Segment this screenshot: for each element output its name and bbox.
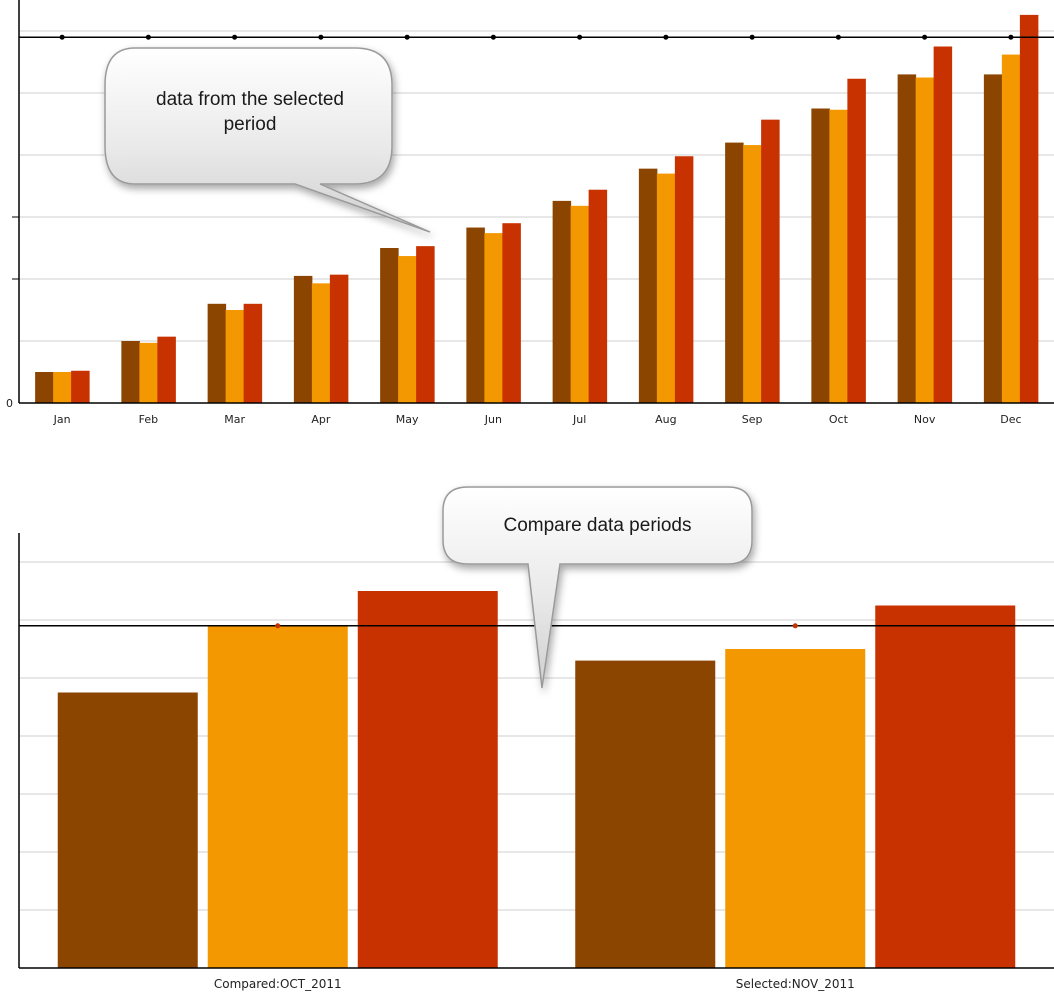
- x-tick-label: Mar: [224, 413, 245, 426]
- x-tick-label: Compared:OCT_2011: [214, 977, 342, 991]
- reference-marker: [835, 34, 841, 40]
- bar-feb-s2: [139, 342, 158, 403]
- comparison-bar-2-s2: [725, 649, 866, 968]
- reference-marker: [663, 34, 669, 40]
- reference-marker: [490, 34, 496, 40]
- callout-shape: [442, 486, 753, 689]
- x-tick-label: Jan: [53, 413, 71, 426]
- period-comparison-chart: Compared:OCT_2011 Selected:NOV_2011: [18, 533, 1054, 991]
- chart2-bars: [57, 591, 1016, 968]
- selected-period-callout-text: data from the selected period: [156, 89, 344, 135]
- bar-sep-s2: [743, 145, 762, 403]
- x-tick-label: Jun: [484, 413, 502, 426]
- x-tick-label: Apr: [311, 413, 331, 426]
- bar-jan-s2: [53, 372, 72, 403]
- bar-jun-s1: [466, 227, 485, 403]
- bar-nov-s3: [933, 46, 953, 403]
- callout-shape: [104, 47, 431, 233]
- compare-periods-callout-text: Compare data periods: [503, 515, 692, 536]
- reference-marker: [792, 623, 798, 629]
- bar-aug-s2: [656, 173, 676, 403]
- y-tick-label: 0: [6, 397, 13, 410]
- x-tick-label: Feb: [139, 413, 158, 426]
- bar-jul-s1: [552, 200, 572, 403]
- bar-apr-s2: [311, 283, 331, 403]
- bar-apr-s1: [293, 275, 313, 403]
- bar-oct-s3: [847, 78, 866, 404]
- bar-nov-s1: [897, 74, 917, 404]
- reference-marker: [1008, 34, 1014, 40]
- reference-marker: [59, 34, 65, 40]
- x-tick-label: Sep: [742, 413, 763, 426]
- reference-marker: [922, 34, 928, 40]
- selected-period-callout: [104, 47, 431, 233]
- comparison-bar-1-s2: [207, 625, 348, 968]
- bar-dec-s2: [1001, 54, 1021, 404]
- bar-sep-s3: [761, 119, 780, 403]
- chart1-reference-line: [19, 34, 1054, 40]
- bar-dec-s1: [983, 74, 1003, 404]
- x-tick-label: Oct: [829, 413, 849, 426]
- reference-marker: [275, 623, 281, 629]
- bar-jun-s2: [484, 233, 503, 403]
- reference-marker: [749, 34, 755, 40]
- bar-mar-s2: [225, 310, 245, 403]
- bar-dec-s3: [1019, 14, 1039, 403]
- bar-jan-s1: [35, 372, 54, 403]
- bar-may-s2: [398, 256, 417, 403]
- x-tick-label: Dec: [1000, 413, 1021, 426]
- x-tick-label: Jul: [572, 413, 586, 426]
- bar-oct-s1: [811, 108, 830, 403]
- reference-marker: [318, 34, 324, 40]
- bar-sep-s1: [725, 142, 744, 403]
- chart1-bars: [35, 14, 1039, 404]
- bar-mar-s3: [243, 303, 263, 403]
- reference-marker: [145, 34, 151, 40]
- chart1-x-tick-labels: Jan Feb Mar Apr May Jun Jul Aug Sep Oct Nov Dec: [53, 413, 1022, 426]
- chart2-x-tick-labels: Compared:OCT_2011 Selected:NOV_2011: [214, 977, 855, 991]
- reference-marker: [577, 34, 583, 40]
- monthly-bar-chart: 0 Jan Feb Mar Apr May Jun Jul Aug Sep Oct Nov Dec: [6, 0, 1054, 426]
- bar-jun-s3: [502, 223, 521, 403]
- comparison-bar-2-s1: [575, 660, 716, 968]
- bar-aug-s1: [638, 168, 658, 403]
- bar-jan-s3: [71, 370, 90, 403]
- bar-nov-s2: [915, 77, 935, 403]
- comparison-bar-1-s3: [357, 591, 498, 968]
- bar-mar-s1: [207, 303, 227, 403]
- x-tick-label: Nov: [914, 413, 936, 426]
- x-tick-label: Aug: [655, 413, 676, 426]
- x-tick-label: May: [396, 413, 419, 426]
- bar-oct-s2: [829, 109, 848, 404]
- bar-apr-s3: [329, 274, 349, 403]
- bar-may-s1: [380, 248, 399, 403]
- bar-jul-s3: [588, 189, 608, 403]
- bar-feb-s3: [157, 336, 176, 403]
- reference-marker: [404, 34, 410, 40]
- reference-marker: [232, 34, 238, 40]
- bar-feb-s1: [121, 341, 140, 403]
- bar-aug-s3: [674, 156, 694, 403]
- chart1-y-ticks: 0: [6, 216, 19, 410]
- comparison-bar-1-s1: [57, 692, 198, 968]
- bar-jul-s2: [570, 205, 590, 403]
- x-tick-label: Selected:NOV_2011: [736, 977, 855, 991]
- compare-periods-callout: [442, 486, 753, 689]
- bar-may-s3: [416, 246, 435, 403]
- comparison-bar-2-s3: [875, 605, 1016, 968]
